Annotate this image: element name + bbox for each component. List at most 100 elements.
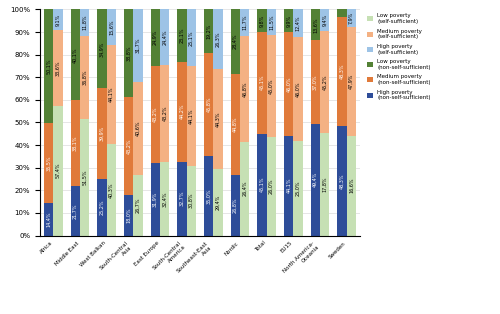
Bar	[54, 30, 62, 106]
Bar	[150, 66, 160, 163]
Bar	[258, 9, 266, 32]
Text: 26,7%: 26,7%	[136, 197, 140, 213]
Bar	[80, 9, 90, 36]
Bar	[266, 9, 276, 35]
Bar	[106, 9, 116, 45]
Bar	[54, 106, 62, 236]
Text: 45,0%: 45,0%	[269, 78, 274, 94]
Text: 9,8%: 9,8%	[260, 14, 264, 27]
Bar	[258, 133, 266, 236]
Text: 43,2%: 43,2%	[126, 138, 131, 154]
Text: 43,2%: 43,2%	[153, 107, 158, 122]
Text: 49,4%: 49,4%	[313, 172, 318, 187]
Text: 44,3%: 44,3%	[216, 111, 220, 127]
Text: 45,2%: 45,2%	[322, 74, 327, 89]
Text: 40,1%: 40,1%	[73, 47, 78, 62]
Bar	[150, 9, 160, 66]
Bar	[214, 9, 222, 69]
Text: 29,4%: 29,4%	[216, 195, 220, 210]
Bar	[294, 37, 302, 141]
Text: 26,4%: 26,4%	[242, 181, 247, 196]
Bar	[124, 97, 134, 195]
Text: 12,4%: 12,4%	[296, 16, 300, 31]
Bar	[294, 9, 302, 37]
Text: 11,8%: 11,8%	[82, 15, 87, 30]
Bar	[338, 17, 346, 126]
Text: 25,2%: 25,2%	[100, 199, 104, 215]
Text: 46,0%: 46,0%	[286, 76, 291, 92]
Text: 15,6%: 15,6%	[109, 19, 114, 35]
Bar	[134, 175, 142, 236]
Bar	[70, 187, 80, 236]
Bar	[134, 82, 142, 175]
Bar	[124, 195, 134, 236]
Bar	[178, 162, 186, 236]
Text: 36,8%: 36,8%	[82, 70, 87, 85]
Bar	[214, 69, 222, 169]
Text: 24,9%: 24,9%	[153, 30, 158, 45]
Text: 51,5%: 51,5%	[82, 170, 87, 185]
Text: 32,7%: 32,7%	[180, 191, 184, 206]
Text: 37,0%: 37,0%	[313, 74, 318, 90]
Bar	[214, 169, 222, 236]
Bar	[80, 36, 90, 119]
Bar	[310, 40, 320, 124]
Bar	[160, 9, 170, 65]
Bar	[346, 27, 356, 136]
Text: 33,6%: 33,6%	[56, 60, 60, 76]
Bar	[70, 100, 80, 187]
Bar	[240, 9, 250, 36]
Bar	[230, 175, 240, 236]
Bar	[204, 156, 214, 236]
Text: 46,8%: 46,8%	[242, 81, 247, 96]
Bar	[346, 136, 356, 236]
Text: 24,4%: 24,4%	[162, 29, 167, 45]
Bar	[98, 9, 106, 88]
Bar	[186, 66, 196, 166]
Text: 26,3%: 26,3%	[216, 31, 220, 47]
Bar	[80, 119, 90, 236]
Text: 26,0%: 26,0%	[269, 179, 274, 194]
Text: 48,3%: 48,3%	[340, 173, 344, 189]
Text: 43,2%: 43,2%	[162, 106, 167, 121]
Bar	[44, 203, 54, 236]
Bar	[258, 32, 266, 133]
Text: 45,1%: 45,1%	[260, 75, 264, 90]
Text: 48,3%: 48,3%	[340, 64, 344, 79]
Text: 38,8%: 38,8%	[126, 46, 131, 61]
Bar	[230, 73, 240, 175]
Text: 38,1%: 38,1%	[73, 136, 78, 151]
Text: 44,1%: 44,1%	[109, 87, 114, 102]
Bar	[134, 9, 142, 82]
Text: 25,0%: 25,0%	[296, 181, 300, 196]
Bar	[124, 9, 134, 97]
Text: 47,9%: 47,9%	[349, 74, 354, 89]
Text: 44,1%: 44,1%	[189, 108, 194, 124]
Bar	[320, 9, 330, 31]
Text: 44,2%: 44,2%	[180, 104, 184, 119]
Text: 16,6%: 16,6%	[349, 178, 354, 193]
Text: 40,3%: 40,3%	[109, 182, 114, 198]
Text: 31,7%: 31,7%	[136, 38, 140, 53]
Text: 9,4%: 9,4%	[322, 14, 327, 26]
Bar	[204, 53, 214, 156]
Text: 13,6%: 13,6%	[313, 17, 318, 33]
Text: 50,1%: 50,1%	[46, 58, 51, 74]
Bar	[178, 62, 186, 162]
Bar	[266, 35, 276, 137]
Text: 28,4%: 28,4%	[233, 34, 238, 49]
Bar	[98, 88, 106, 179]
Text: 17,8%: 17,8%	[322, 176, 327, 192]
Text: 57,4%: 57,4%	[56, 163, 60, 178]
Text: 39,9%: 39,9%	[100, 126, 104, 141]
Text: 46,0%: 46,0%	[296, 82, 300, 97]
Text: 9,1%: 9,1%	[56, 14, 60, 26]
Text: 9,9%: 9,9%	[286, 14, 291, 27]
Bar	[178, 9, 186, 62]
Bar	[98, 179, 106, 236]
Text: 35,0%: 35,0%	[206, 188, 211, 204]
Bar	[310, 124, 320, 236]
Text: 11,5%: 11,5%	[269, 15, 274, 30]
Bar	[310, 9, 320, 40]
Text: 40,6%: 40,6%	[136, 121, 140, 136]
